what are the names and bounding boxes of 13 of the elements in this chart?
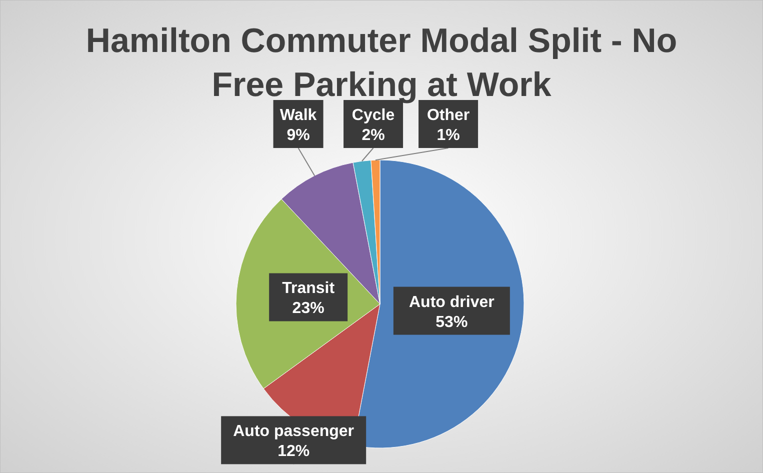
data-label: 23% <box>292 300 324 318</box>
chart-title: Hamilton Commuter Modal Split - No Free Parking at Work <box>86 22 678 104</box>
data-label: 1% <box>436 127 460 144</box>
slice-label: Auto driver <box>409 294 494 311</box>
slice-label: Cycle <box>352 107 395 124</box>
data-label: 12% <box>278 443 310 460</box>
slice-label: Transit <box>282 280 336 298</box>
slice-label: Walk <box>280 107 317 124</box>
data-label: 2% <box>362 127 385 144</box>
data-label: 53% <box>436 314 468 331</box>
slice-label: Auto passenger <box>233 423 354 440</box>
data-label: 9% <box>286 127 310 144</box>
slice-label: Other <box>426 107 470 124</box>
